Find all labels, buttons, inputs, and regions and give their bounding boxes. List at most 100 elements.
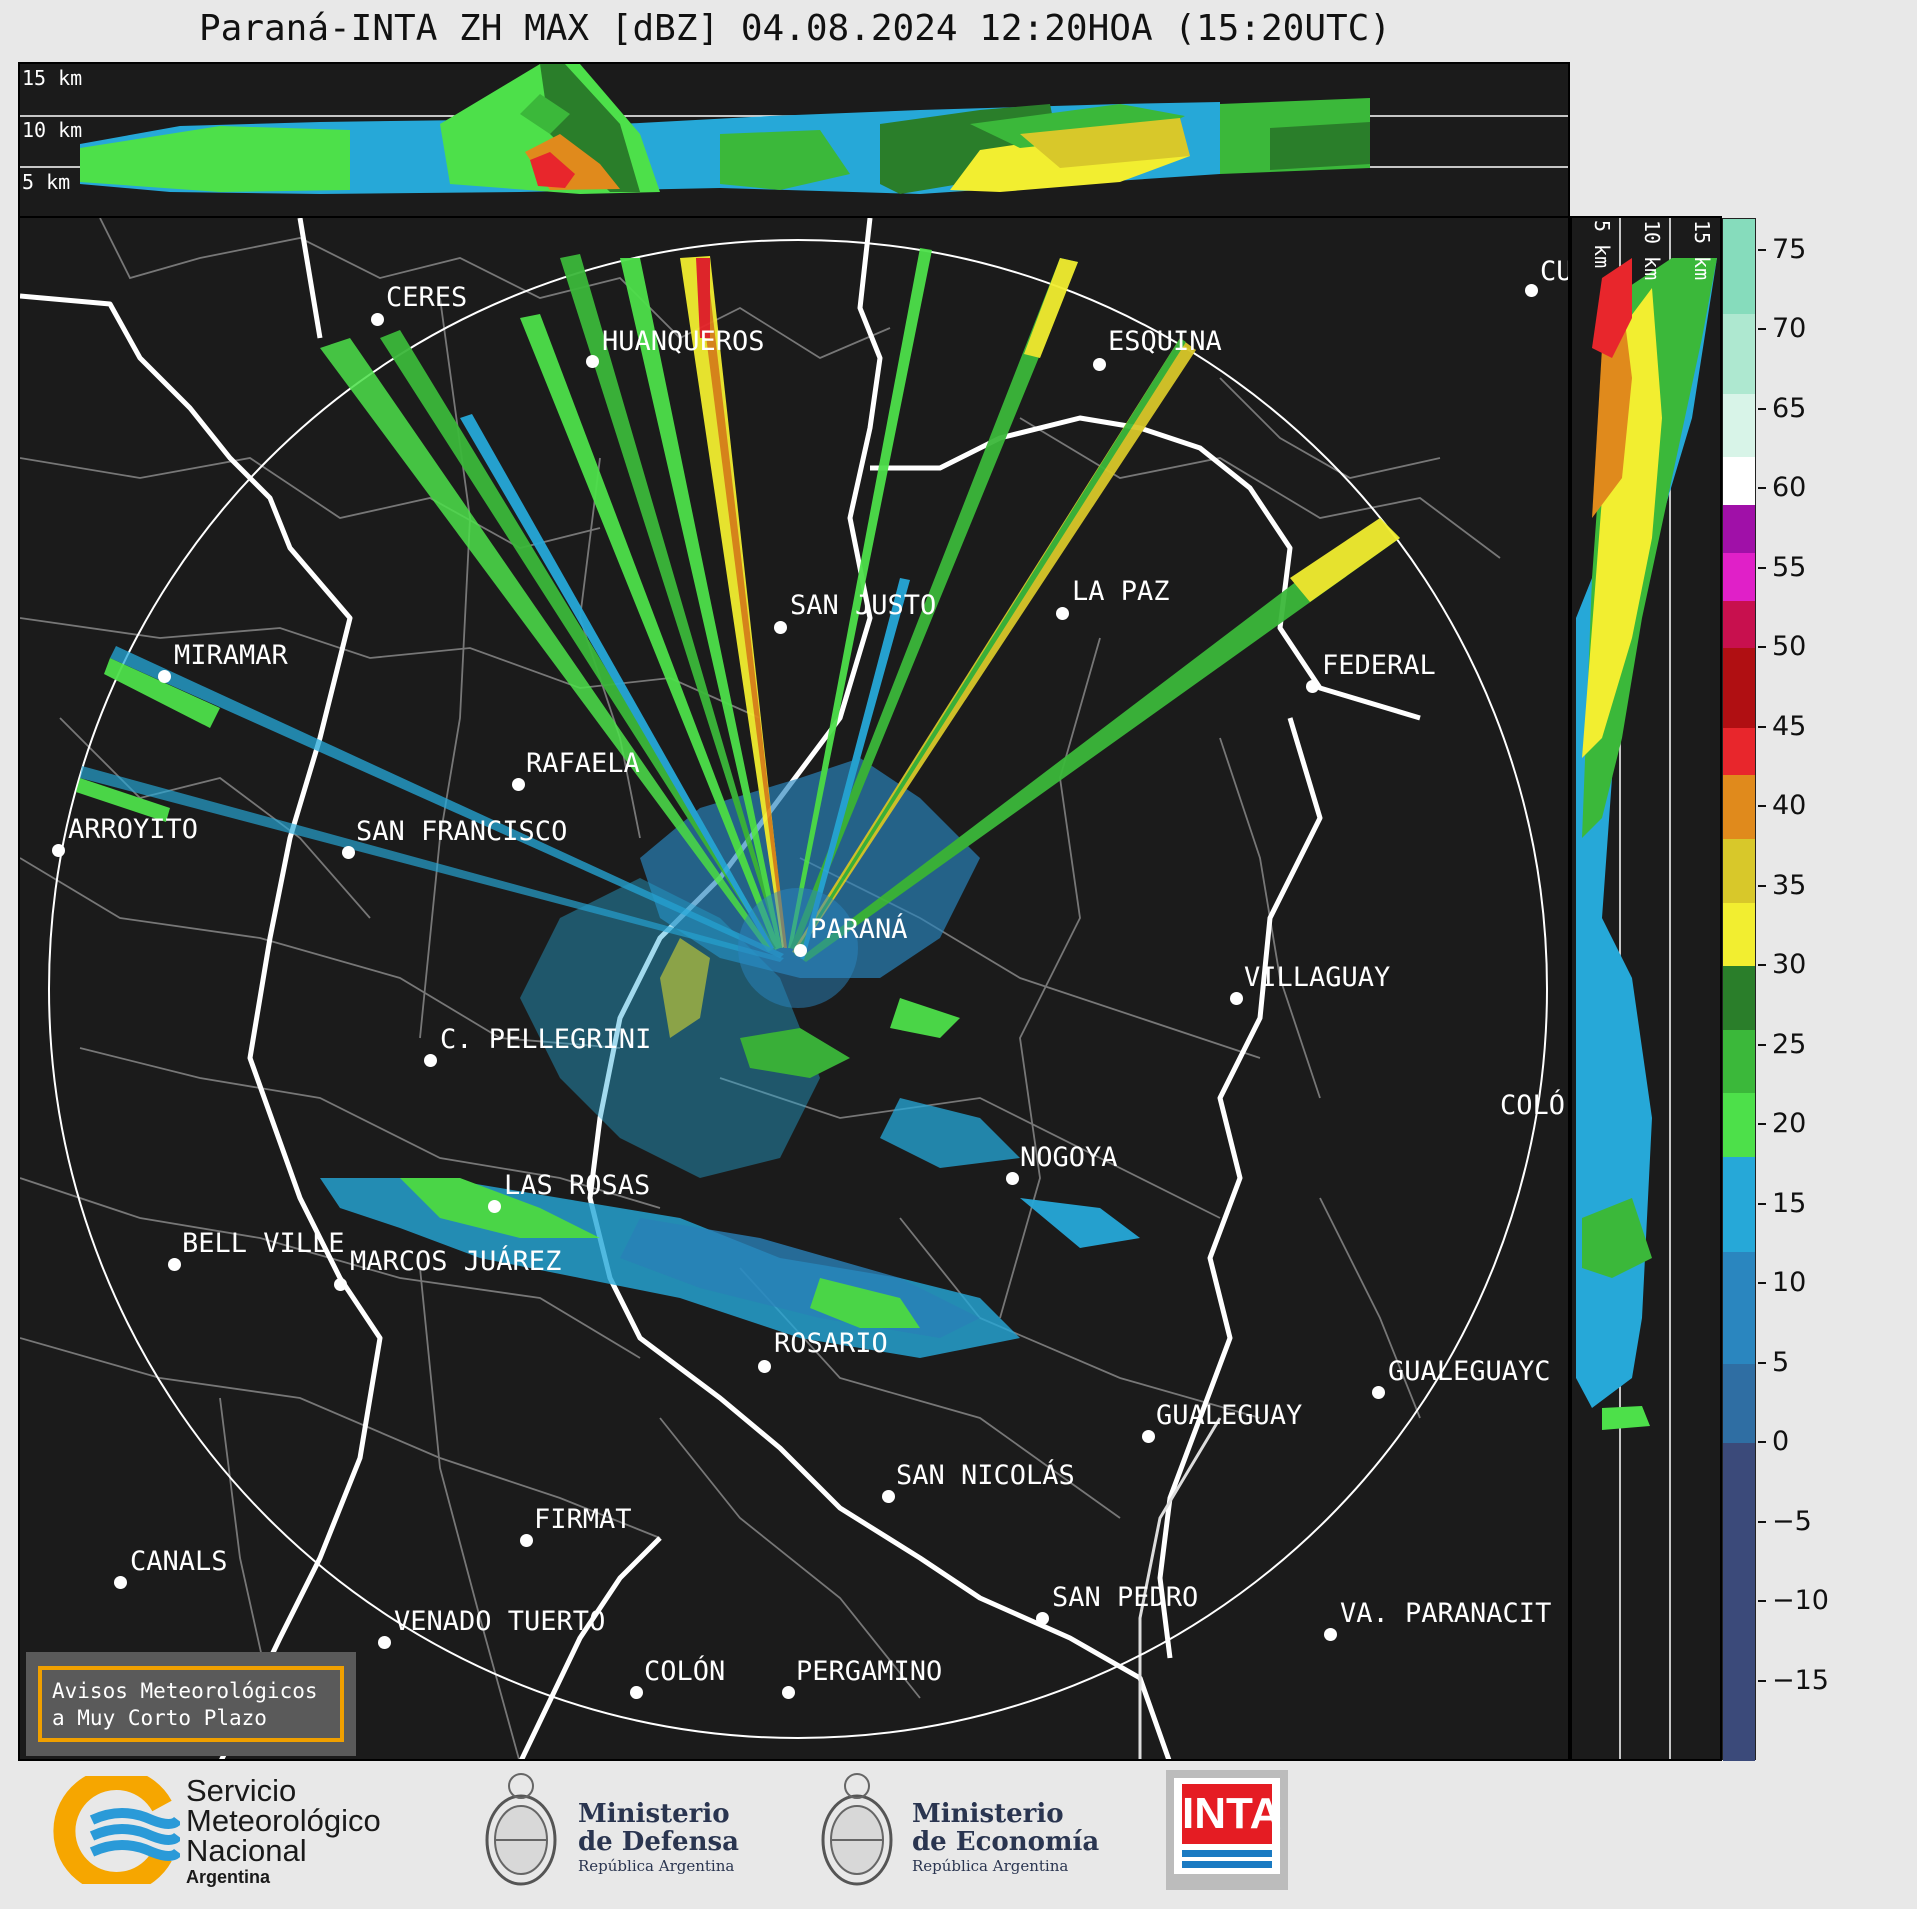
city-dot-nogoya: [1006, 1172, 1019, 1185]
colorbar-tick-label: −15: [1772, 1664, 1829, 1696]
colorbar-tick-label: 60: [1772, 472, 1807, 504]
city-dot-va-paranacito: [1324, 1628, 1337, 1641]
city-label-pergamino: PERGAMINO: [796, 1656, 943, 1687]
city-dot-curuzu: [1525, 284, 1538, 297]
city-dot-colon-ba: [630, 1686, 643, 1699]
economia-line-3: República Argentina: [912, 1857, 1069, 1875]
city-dot-gualeguaychu: [1372, 1386, 1385, 1399]
coat-of-arms-icon-defensa: [485, 1773, 557, 1886]
colorbar-tick: [1758, 328, 1766, 331]
city-dot-ceres: [371, 313, 384, 326]
colorbar-tick-label: 35: [1772, 869, 1807, 901]
smn-line-1: Servicio: [186, 1773, 297, 1808]
smn-logo-icon: [53, 1776, 180, 1884]
city-label-huanqueros: HUANQUEROS: [602, 326, 765, 357]
side-cross-section-panel: 5 km 10 km 15 km: [1570, 216, 1722, 1761]
top-height-label-15: 15 km: [22, 66, 83, 90]
city-dot-la-paz: [1056, 607, 1069, 620]
city-label-colon-ba: COLÓN: [644, 1656, 726, 1687]
colorbar-tick: [1758, 1520, 1766, 1523]
colorbar-tick-label: 5: [1772, 1346, 1790, 1378]
coat-of-arms-icon-economia: [821, 1773, 893, 1886]
city-label-colon-er: COLÓ: [1500, 1090, 1566, 1121]
city-label-c-pellegrini: C. PELLEGRINI: [440, 1024, 652, 1055]
city-dot-canals: [114, 1576, 127, 1589]
smn-logo-text: Servicio Meteorológico Nacional Argentin…: [186, 1773, 381, 1888]
colorbar-band: [1723, 648, 1755, 728]
city-label-federal: FEDERAL: [1322, 650, 1436, 681]
map-title: Paraná-INTA ZH MAX [dBZ] 04.08.2024 12:2…: [198, 8, 1392, 49]
city-dot-venado-tuerto: [378, 1636, 391, 1649]
city-dot-las-rosas: [488, 1200, 501, 1213]
city-dot-c-pellegrini: [424, 1054, 437, 1067]
colorbar-band: [1723, 775, 1755, 839]
colorbar-tick-label: 40: [1772, 790, 1807, 822]
side-height-label-10: 10 km: [1640, 220, 1664, 281]
city-dot-arroyito: [52, 844, 65, 857]
inta-logo-word: INTA: [1182, 1784, 1281, 1844]
city-label-las-rosas: LAS ROSAS: [504, 1170, 651, 1201]
colorbar-tick: [1758, 566, 1766, 569]
city-label-firmat: FIRMAT: [534, 1504, 632, 1535]
colorbar-band: [1723, 393, 1755, 458]
colorbar-tick-label: 45: [1772, 710, 1807, 742]
colorbar-tick: [1758, 248, 1766, 251]
colorbar-tick-label: 20: [1772, 1108, 1807, 1140]
alert-line-1: Avisos Meteorológicos: [52, 1679, 318, 1703]
colorbar-tick: [1758, 964, 1766, 967]
city-label-rafaela: RAFAELA: [526, 748, 640, 779]
radar-range-ring: [48, 239, 1548, 1739]
economia-line-1: Ministerio: [912, 1799, 1064, 1829]
colorbar-band: [1723, 1093, 1755, 1157]
city-dot-marcos-juarez: [334, 1278, 347, 1291]
colorbar-band: [1723, 838, 1755, 903]
colorbar-tick-label: 65: [1772, 392, 1807, 424]
city-dot-san-justo: [774, 621, 787, 634]
colorbar-tick: [1758, 805, 1766, 808]
colorbar-band: [1723, 314, 1755, 394]
city-dot-huanqueros: [586, 355, 599, 368]
colorbar-tick-label: −10: [1772, 1585, 1829, 1617]
alert-box-frame: Avisos Meteorológicos a Muy Corto Plazo: [38, 1666, 344, 1742]
city-label-curuzu: CU: [1540, 256, 1570, 287]
colorbar-tick-label: 30: [1772, 949, 1807, 981]
colorbar-band: [1723, 1443, 1755, 1761]
colorbar-band: [1723, 966, 1755, 1030]
colorbar-tick: [1758, 1441, 1766, 1444]
city-label-va-paranacito: VA. PARANACIT: [1340, 1598, 1552, 1629]
city-dot-esquina: [1093, 358, 1106, 371]
top-cross-section-panel: 15 km 10 km 5 km: [18, 62, 1570, 218]
smn-line-2: Meteorológico: [186, 1803, 381, 1838]
top-height-label-10: 10 km: [22, 118, 83, 142]
city-label-gualeguay: GUALEGUAY: [1156, 1400, 1303, 1431]
colorbar-tick: [1758, 487, 1766, 490]
radar-reflectivity-layer: [20, 218, 1548, 1759]
inta-logo: INTA: [1166, 1770, 1288, 1890]
city-dot-san-francisco: [342, 846, 355, 859]
reflectivity-colorbar: [1722, 218, 1756, 1761]
city-dot-san-nicolas: [882, 1490, 895, 1503]
defensa-line-3: República Argentina: [578, 1857, 735, 1875]
city-dot-gualeguay: [1142, 1430, 1155, 1443]
province-boundaries: [20, 218, 1421, 1759]
colorbar-tick-label: 10: [1772, 1267, 1807, 1299]
precipitation-echoes: [76, 248, 1400, 1358]
colorbar-tick: [1758, 646, 1766, 649]
colorbar-band: [1723, 457, 1755, 506]
radar-map-panel[interactable]: CERES HUANQUEROS ESQUINA CU SAN JUSTO LA…: [18, 216, 1570, 1761]
city-label-arroyito: ARROYITO: [68, 814, 199, 845]
colorbar-band: [1723, 600, 1755, 649]
city-label-venado-tuerto: VENADO TUERTO: [394, 1606, 606, 1637]
alert-box[interactable]: Avisos Meteorológicos a Muy Corto Plazo: [26, 1652, 356, 1756]
city-label-canals: CANALS: [130, 1546, 228, 1577]
city-label-villaguay: VILLAGUAY: [1244, 962, 1391, 993]
side-height-label-15: 15 km: [1690, 220, 1714, 281]
colorbar-tick: [1758, 1123, 1766, 1126]
smn-line-4: Argentina: [186, 1867, 271, 1887]
colorbar-tick-label: −5: [1772, 1505, 1812, 1537]
economia-line-2: de Economía: [912, 1827, 1100, 1857]
top-height-label-5: 5 km: [22, 170, 71, 194]
city-label-rosario: ROSARIO: [774, 1328, 888, 1359]
colorbar-band: [1723, 1363, 1755, 1444]
city-dot-pergamino: [782, 1686, 795, 1699]
